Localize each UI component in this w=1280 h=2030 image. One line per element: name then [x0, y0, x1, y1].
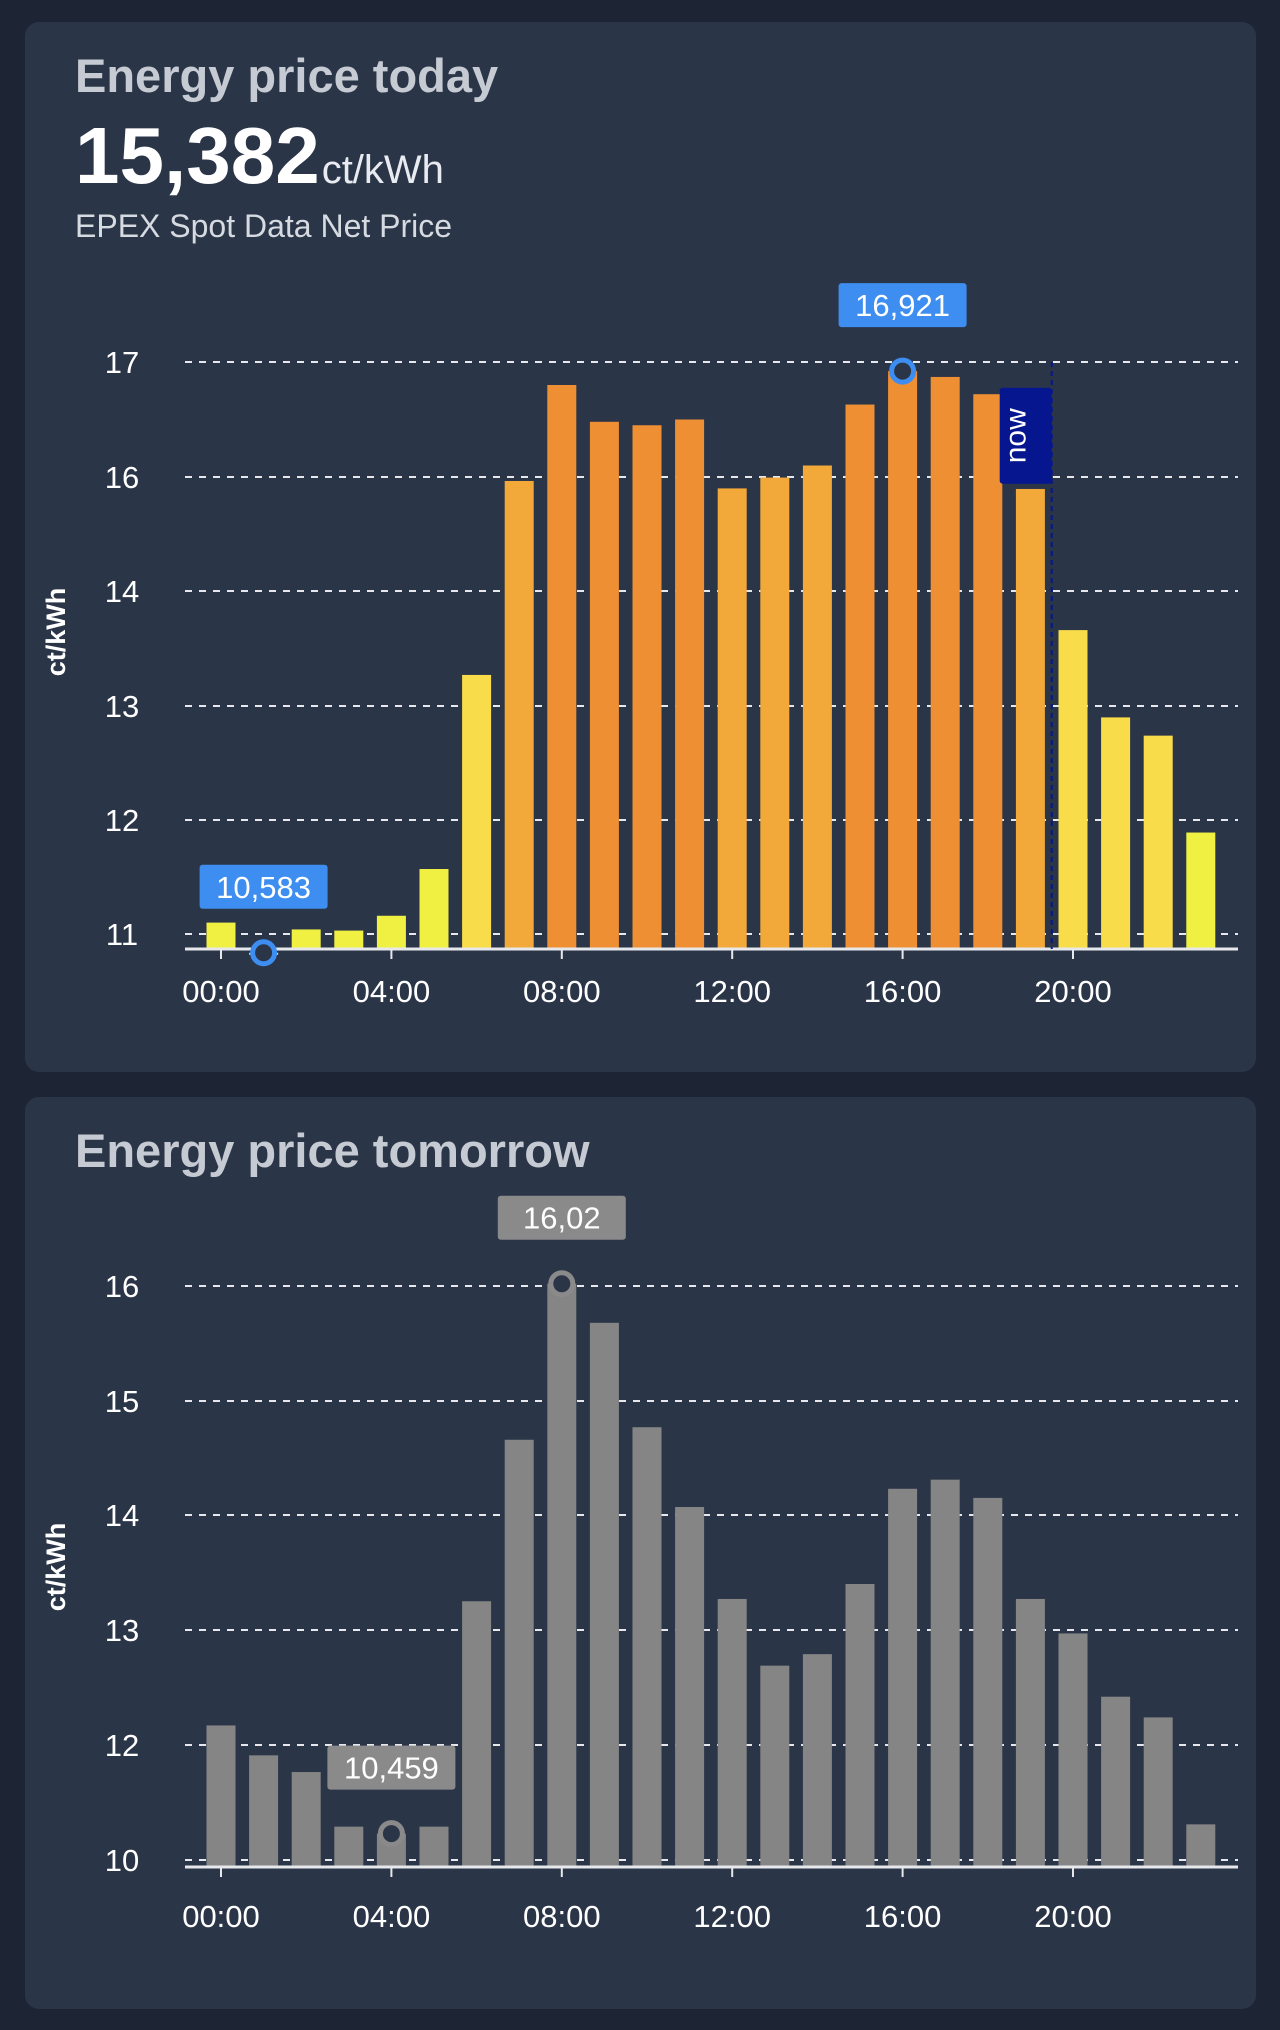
- now-label: now: [1000, 408, 1033, 463]
- chart-today[interactable]: ct/kWh 11 12 13 14 16 17 00:00 04:00 08:00 12:00 16…: [25, 22, 1256, 1072]
- bar-hour-21[interactable]: [1101, 717, 1131, 949]
- x-tick-label: 00:00: [182, 1899, 260, 1934]
- y-axis-label: ct/kWh: [41, 1523, 71, 1612]
- max-value-callout: [838, 283, 967, 328]
- y-tick-label: 13: [105, 689, 139, 724]
- x-tick-label: 12:00: [693, 974, 771, 1009]
- bar-hour-16[interactable]: [888, 1488, 918, 1867]
- y-tick-label: 11: [106, 917, 138, 952]
- current-price: 15,382ct/kWh: [75, 110, 444, 202]
- min-value-label: 10,583: [216, 870, 311, 905]
- max-point-marker: [889, 357, 917, 385]
- bar-hour-23[interactable]: [1186, 1824, 1216, 1867]
- bar-hour-6[interactable]: [462, 674, 492, 949]
- bar-hour-11[interactable]: [675, 419, 705, 950]
- y-tick-label: 14: [105, 1498, 139, 1533]
- max-value-label: 16,921: [855, 288, 950, 323]
- bar-hour-12[interactable]: [717, 488, 747, 949]
- y-tick-label: 10: [105, 1843, 139, 1878]
- bar-hour-15[interactable]: [845, 404, 875, 949]
- energy-price-today-card: Energy price today 15,382ct/kWh EPEX Spo…: [25, 22, 1256, 1072]
- bar-hour-22[interactable]: [1143, 735, 1173, 949]
- max-point-marker: [548, 1270, 576, 1298]
- bar-hour-10[interactable]: [632, 425, 662, 949]
- bar-hour-8[interactable]: [547, 385, 577, 949]
- chart-tomorrow[interactable]: ct/kWh 10 12 13 14 15 16 00:00 04:00 08:00 12:00 16…: [25, 1097, 1256, 2009]
- bar-hour-6[interactable]: [462, 1601, 492, 1867]
- current-price-unit: ct/kWh: [321, 148, 444, 192]
- min-point-marker: [377, 1820, 405, 1848]
- x-tick-label: 16:00: [864, 974, 942, 1009]
- min-value-callout: [327, 1745, 456, 1790]
- bar-hour-0[interactable]: [206, 922, 236, 949]
- bar-hour-14[interactable]: [802, 465, 832, 950]
- bar-hour-17[interactable]: [930, 1479, 960, 1867]
- bar-hour-17[interactable]: [930, 376, 960, 949]
- bar-hour-18[interactable]: [973, 394, 1003, 949]
- now-flag: [999, 387, 1052, 484]
- bar-hour-16[interactable]: [888, 371, 918, 950]
- x-tick-label: 08:00: [523, 1899, 601, 1934]
- y-tick-label: 15: [105, 1384, 139, 1419]
- bar-hour-4[interactable]: [376, 915, 406, 949]
- bar-hour-0[interactable]: [206, 1725, 236, 1867]
- y-tick-label: 16: [105, 1269, 139, 1304]
- x-tick-label: 16:00: [864, 1899, 942, 1934]
- x-tick-label: 20:00: [1034, 974, 1112, 1009]
- bar-hour-7[interactable]: [504, 1439, 534, 1867]
- bar-hour-19[interactable]: [1015, 488, 1045, 949]
- bar-hour-3[interactable]: [334, 1826, 364, 1867]
- bar-hour-8[interactable]: [547, 1283, 577, 1867]
- bar-hour-22[interactable]: [1143, 1717, 1173, 1867]
- bar-hour-12[interactable]: [717, 1598, 747, 1867]
- bar-hour-5[interactable]: [419, 869, 449, 949]
- bar-hour-10[interactable]: [632, 1427, 662, 1867]
- current-price-value: 15,382: [75, 111, 320, 200]
- y-axis-label: ct/kWh: [41, 588, 71, 677]
- x-tick-label: 08:00: [523, 974, 601, 1009]
- bar-hour-2[interactable]: [291, 929, 321, 949]
- bar-hour-19[interactable]: [1015, 1598, 1045, 1867]
- bar-hour-5[interactable]: [419, 1826, 449, 1867]
- bar-hour-21[interactable]: [1101, 1696, 1131, 1867]
- bar-hour-9[interactable]: [589, 421, 619, 949]
- y-tick-label: 12: [105, 803, 139, 838]
- x-tick-label: 12:00: [693, 1899, 771, 1934]
- bar-hour-20[interactable]: [1058, 630, 1088, 949]
- y-tick-label: 14: [105, 574, 139, 609]
- x-tick-label: 04:00: [353, 974, 431, 1009]
- max-value-label: 16,02: [523, 1201, 601, 1236]
- bar-hour-20[interactable]: [1058, 1633, 1088, 1867]
- card-title: Energy price today: [75, 49, 499, 102]
- y-tick-label: 13: [105, 1613, 139, 1648]
- bar-hour-7[interactable]: [504, 480, 534, 949]
- min-value-callout: [199, 864, 328, 909]
- x-tick-label: 04:00: [353, 1899, 431, 1934]
- x-tick-label: 00:00: [182, 974, 260, 1009]
- x-tick-label: 20:00: [1034, 1899, 1112, 1934]
- bar-hour-18[interactable]: [973, 1497, 1003, 1867]
- bar-hour-11[interactable]: [675, 1507, 705, 1867]
- bar-hour-23[interactable]: [1186, 832, 1216, 949]
- card-title: Energy price tomorrow: [75, 1124, 590, 1177]
- price-source-label: EPEX Spot Data Net Price: [75, 208, 453, 244]
- bar-hour-2[interactable]: [291, 1772, 321, 1867]
- bar-hour-14[interactable]: [802, 1654, 832, 1867]
- bar-hour-13[interactable]: [760, 477, 790, 949]
- y-tick-label: 16: [105, 460, 139, 495]
- max-value-callout: [497, 1195, 626, 1240]
- bar-hour-13[interactable]: [760, 1665, 790, 1867]
- bar-hour-15[interactable]: [845, 1584, 875, 1867]
- y-tick-label: 17: [105, 345, 139, 380]
- y-tick-label: 12: [105, 1728, 139, 1763]
- energy-price-tomorrow-card: Energy price tomorrow ct/kWh 10 12 13 14 15 16…: [25, 1097, 1256, 2009]
- bar-hour-9[interactable]: [589, 1322, 619, 1867]
- min-point-marker: [250, 939, 278, 967]
- min-value-label: 10,459: [344, 1751, 439, 1786]
- bar-hour-1[interactable]: [249, 1755, 279, 1867]
- bar-hour-3[interactable]: [334, 930, 364, 949]
